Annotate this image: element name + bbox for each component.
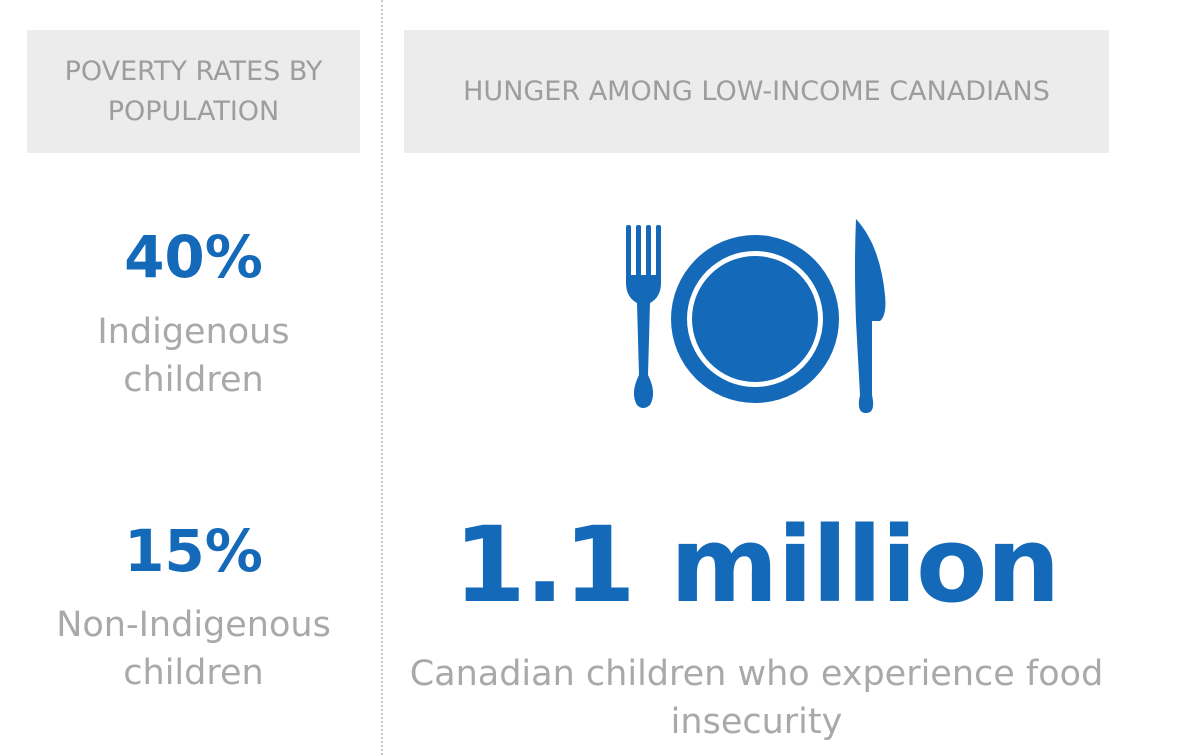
plate-fork-knife-icon (626, 219, 886, 413)
fork-icon (626, 225, 661, 408)
non-indigenous-children-label: Non-Indigenous children (56, 605, 331, 693)
food-insecurity-count: 1.1 million (453, 504, 1061, 626)
hunger-header: HUNGER AMONG LOW-INCOME CANADIANS (404, 30, 1109, 153)
indigenous-poverty-rate: 40% (124, 223, 263, 291)
food-insecurity-label: Canadian children who experience food in… (409, 654, 1104, 742)
hunger-header-text: HUNGER AMONG LOW-INCOME CANADIANS (463, 75, 1050, 107)
plate-icon (671, 235, 839, 403)
poverty-rates-header-text: POVERTY RATES BY POPULATION (64, 55, 323, 127)
poverty-rates-header: POVERTY RATES BY POPULATION (27, 30, 360, 153)
non-indigenous-poverty-rate: 15% (124, 517, 263, 585)
column-divider (381, 0, 383, 755)
knife-icon (855, 219, 886, 413)
indigenous-children-label: Indigenous children (97, 312, 290, 400)
